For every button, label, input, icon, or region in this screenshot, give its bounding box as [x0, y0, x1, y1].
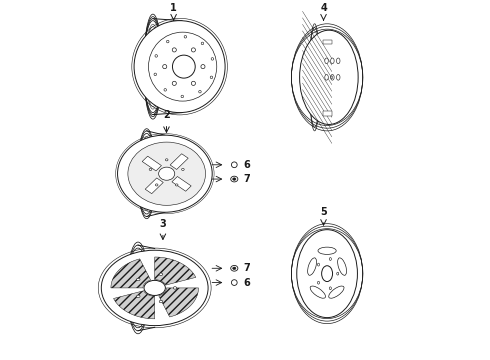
Ellipse shape	[329, 286, 344, 298]
Text: 3: 3	[160, 219, 166, 229]
Ellipse shape	[325, 58, 328, 64]
Ellipse shape	[159, 273, 163, 275]
Ellipse shape	[233, 267, 236, 270]
Ellipse shape	[321, 266, 333, 282]
Polygon shape	[172, 176, 191, 191]
Ellipse shape	[137, 295, 140, 298]
Polygon shape	[155, 257, 196, 285]
Ellipse shape	[159, 167, 175, 180]
Text: 5: 5	[320, 207, 327, 216]
Text: 1: 1	[170, 3, 177, 13]
Text: 2: 2	[163, 110, 170, 120]
Text: 6: 6	[243, 278, 250, 288]
Polygon shape	[142, 156, 161, 171]
Ellipse shape	[155, 184, 158, 186]
Text: 4: 4	[320, 3, 327, 13]
Ellipse shape	[231, 280, 237, 285]
Ellipse shape	[134, 21, 225, 113]
Ellipse shape	[308, 258, 317, 275]
Text: 6: 6	[243, 160, 250, 170]
Ellipse shape	[159, 300, 163, 303]
Ellipse shape	[297, 230, 357, 318]
Ellipse shape	[231, 265, 238, 271]
Ellipse shape	[128, 142, 205, 205]
Ellipse shape	[231, 176, 238, 182]
Bar	[323, 111, 332, 116]
Ellipse shape	[129, 248, 147, 328]
Polygon shape	[159, 288, 198, 317]
Ellipse shape	[146, 19, 160, 114]
Polygon shape	[114, 291, 155, 319]
Polygon shape	[145, 178, 163, 194]
Ellipse shape	[299, 30, 358, 125]
Bar	[323, 40, 332, 44]
Ellipse shape	[310, 286, 325, 298]
Ellipse shape	[166, 159, 168, 161]
Ellipse shape	[182, 168, 184, 171]
Ellipse shape	[337, 75, 340, 80]
Ellipse shape	[144, 280, 166, 296]
Ellipse shape	[101, 250, 208, 325]
Ellipse shape	[231, 162, 237, 168]
Ellipse shape	[173, 287, 177, 289]
Ellipse shape	[118, 135, 212, 212]
Text: 7: 7	[243, 174, 250, 184]
Ellipse shape	[137, 278, 140, 281]
Ellipse shape	[139, 134, 154, 214]
Ellipse shape	[318, 247, 336, 255]
Ellipse shape	[318, 263, 319, 266]
Ellipse shape	[233, 178, 236, 180]
Ellipse shape	[331, 75, 334, 80]
Polygon shape	[111, 259, 151, 288]
Ellipse shape	[331, 58, 334, 64]
Ellipse shape	[325, 75, 328, 80]
Polygon shape	[170, 154, 188, 170]
Ellipse shape	[337, 58, 340, 64]
Ellipse shape	[329, 257, 331, 260]
Ellipse shape	[175, 184, 178, 186]
Ellipse shape	[149, 168, 152, 171]
Text: 7: 7	[243, 263, 250, 273]
Ellipse shape	[338, 258, 346, 275]
Ellipse shape	[329, 287, 331, 290]
Ellipse shape	[337, 272, 339, 275]
Ellipse shape	[318, 281, 319, 284]
